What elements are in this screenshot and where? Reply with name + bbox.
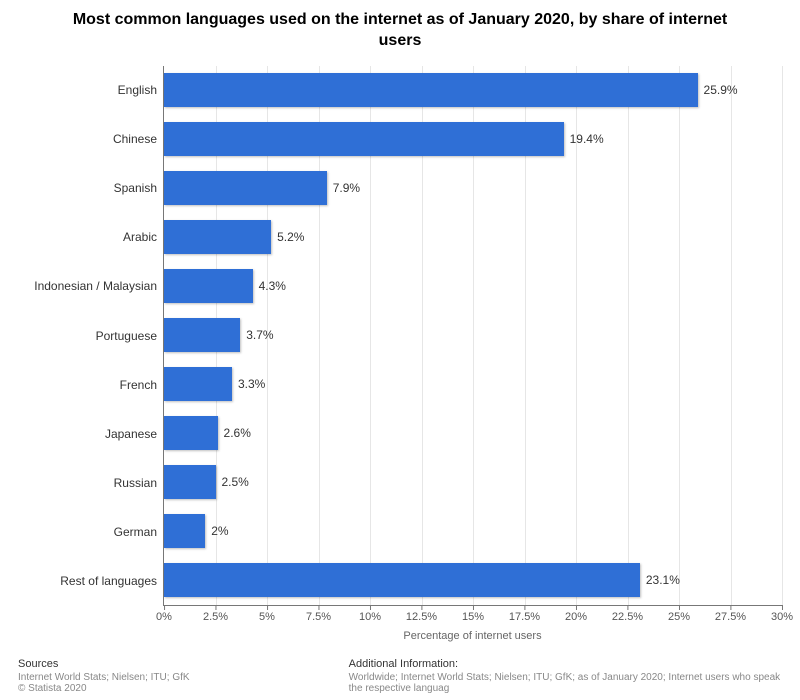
chart-footer: Sources Internet World Stats; Nielsen; I… [18,658,782,694]
y-axis-label: Portuguese [18,329,157,343]
x-axis-ticks: 0%2.5%5%7.5%10%12.5%15%17.5%20%22.5%25%2… [164,66,782,605]
x-tick: 5% [259,605,275,623]
chart-container: Most common languages used on the intern… [0,0,800,694]
y-axis-label: German [18,525,157,539]
y-axis-label: Japanese [18,427,157,441]
x-tick: 15% [462,605,484,623]
y-axis-label: English [18,83,157,97]
y-axis-label: Spanish [18,181,157,195]
x-axis-label: Percentage of internet users [163,630,782,642]
y-axis-label: Chinese [18,132,157,146]
y-axis-label: Russian [18,476,157,490]
y-axis-labels: English Chinese Spanish Arabic Indonesian / … [18,66,163,606]
additional-heading: Additional Information: [349,658,782,670]
x-tick: 17.5% [509,605,540,623]
chart-title: Most common languages used on the intern… [18,10,782,66]
plot-area: English Chinese Spanish Arabic Indonesian / … [18,66,782,606]
bars-area: 25.9%19.4%7.9%5.2%4.3%3.7%3.3%2.6%2.5%2%… [163,66,782,606]
additional-text: Worldwide; Internet World Stats; Nielsen… [349,672,782,694]
copyright-text: © Statista 2020 [18,683,229,694]
additional-info-block: Additional Information: Worldwide; Inter… [349,658,782,694]
y-axis-label: Arabic [18,230,157,244]
x-tick: 27.5% [715,605,746,623]
y-axis-label: Rest of languages [18,574,157,588]
sources-block: Sources Internet World Stats; Nielsen; I… [18,658,229,694]
x-tick: 10% [359,605,381,623]
y-axis-label: Indonesian / Malaysian [18,279,157,293]
x-tick: 0% [156,605,172,623]
x-tick: 20% [565,605,587,623]
sources-text: Internet World Stats; Nielsen; ITU; GfK [18,672,229,683]
x-tick: 7.5% [306,605,331,623]
grid-line [782,66,783,605]
x-tick: 2.5% [203,605,228,623]
sources-heading: Sources [18,658,229,670]
x-tick: 22.5% [612,605,643,623]
x-tick: 30% [771,605,793,623]
x-tick: 12.5% [406,605,437,623]
x-tick: 25% [668,605,690,623]
y-axis-label: French [18,378,157,392]
